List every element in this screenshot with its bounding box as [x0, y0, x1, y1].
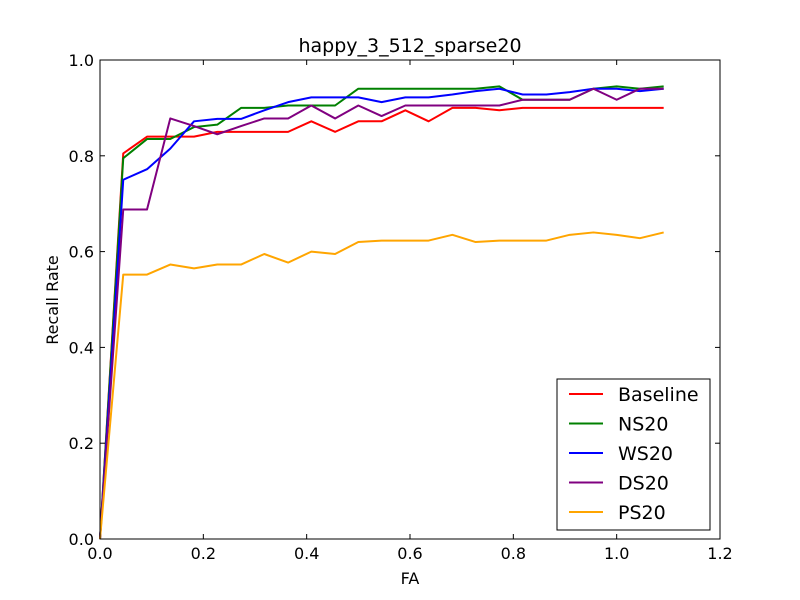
x-tick-label: 0.4	[294, 544, 319, 563]
y-tick-label: 0.0	[69, 530, 94, 549]
series-line-ps20	[99, 231, 664, 540]
series-line-ws20	[99, 87, 664, 540]
series-line-ds20	[99, 87, 664, 540]
y-tick-label: 0.6	[69, 243, 94, 262]
y-tick-label: 0.4	[69, 338, 94, 357]
chart-title: happy_3_512_sparse20	[298, 35, 521, 57]
legend-box	[556, 378, 711, 531]
legend-label-baseline: Baseline	[618, 384, 699, 406]
x-tick-label: 1.0	[604, 544, 629, 563]
legend: Baseline NS20 WS20 DS20 PS20	[556, 378, 711, 531]
plot-series-group	[99, 85, 664, 540]
legend-label-ps20: PS20	[618, 502, 666, 524]
y-tick-label: 0.2	[69, 434, 94, 453]
legend-label-ds20: DS20	[618, 473, 669, 495]
x-tick-label: 1.2	[707, 544, 732, 563]
y-tick-label: 1.0	[69, 51, 94, 70]
y-axis-title: Recall Rate	[43, 255, 62, 345]
y-tick-label: 0.8	[69, 147, 94, 166]
axis-ticks-group: 0.0 0.2 0.4 0.6 0.8 1.0 1.2 0.0 0.2 0.4 0.6 0.8 1.0	[69, 51, 733, 563]
x-tick-label: 0.2	[191, 544, 216, 563]
legend-label-ns20: NS20	[618, 414, 668, 436]
x-tick-label: 0.8	[501, 544, 526, 563]
series-line-baseline	[99, 106, 664, 540]
legend-label-ws20: WS20	[618, 443, 673, 465]
x-tick-label: 0.6	[397, 544, 422, 563]
x-tick-label: 0.0	[87, 544, 112, 563]
x-axis-title: FA	[401, 569, 420, 588]
